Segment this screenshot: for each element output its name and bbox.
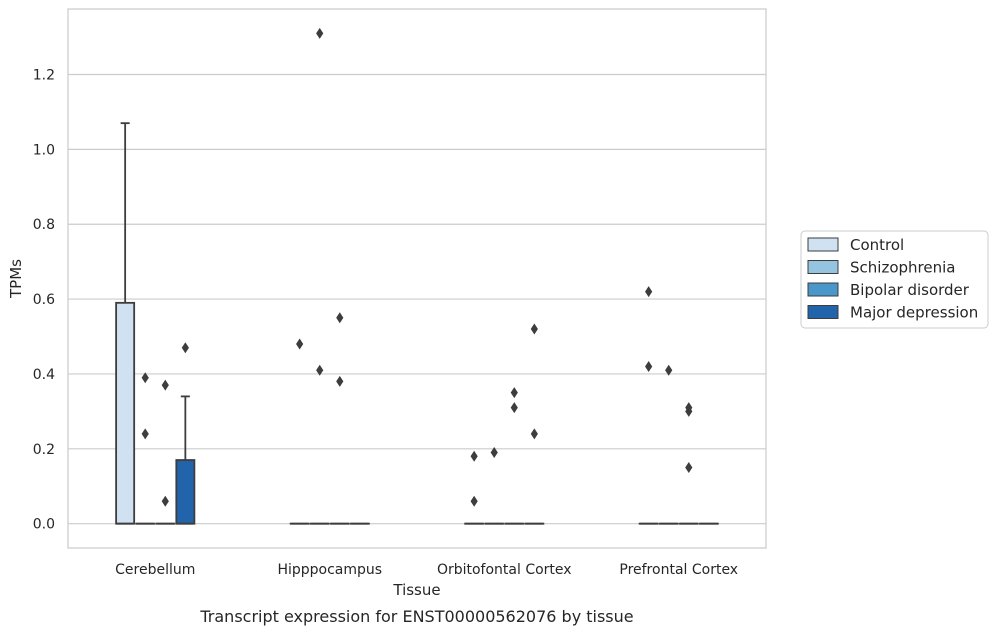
box-schizophrenia — [309, 27, 330, 525]
box-schizophrenia — [135, 372, 156, 525]
outlier-point — [470, 450, 478, 462]
outlier-point — [665, 364, 673, 376]
box-bipolar-disorder — [504, 387, 525, 525]
legend-swatch — [807, 305, 839, 319]
outlier-point — [316, 27, 324, 39]
box-bipolar-disorder — [329, 312, 350, 525]
outlier-point — [141, 428, 149, 440]
y-tick-label: 1.2 — [33, 68, 55, 84]
box-control — [115, 122, 136, 525]
x-tick-label: Cerebellum — [115, 562, 195, 578]
outlier-point — [316, 364, 324, 376]
legend-label: Schizophrenia — [850, 259, 955, 277]
box-control — [464, 450, 485, 525]
outlier-point — [336, 312, 344, 324]
legend-label: Major depression — [850, 304, 978, 322]
outlier-point — [685, 462, 693, 474]
box-bipolar-disorder — [155, 379, 176, 525]
outlier-point — [490, 447, 498, 459]
outlier-point — [645, 286, 653, 298]
outlier-point — [336, 375, 344, 387]
legend: Control Schizophrenia Bipolar disorder Majo… — [800, 230, 989, 329]
box-control — [289, 338, 310, 525]
outlier-point — [510, 402, 518, 414]
y-tick-label: 0.0 — [33, 517, 55, 533]
x-axis-label: Tissue — [392, 581, 440, 599]
chart-caption: Transcript expression for ENST0000056207… — [199, 607, 633, 626]
box-plot-boxes — [115, 27, 719, 525]
box — [115, 301, 136, 525]
box-schizophrenia — [658, 364, 679, 525]
outlier-point — [510, 387, 518, 399]
box-schizophrenia — [484, 447, 505, 525]
gridlines — [68, 73, 766, 525]
legend-frame — [800, 230, 989, 329]
legend-swatch — [807, 237, 839, 252]
outlier-point — [685, 405, 693, 417]
x-tick-label: Hipppocampus — [277, 562, 382, 578]
outlier-point — [161, 495, 169, 507]
y-axis-ticks: 0.0 0.2 0.4 0.6 0.8 1.0 1.2 — [33, 68, 55, 533]
box-bipolar-disorder — [678, 402, 699, 525]
y-tick-label: 0.6 — [33, 292, 55, 308]
plot-area-frame — [67, 8, 767, 549]
box-major-depression — [524, 323, 545, 525]
y-tick-label: 0.2 — [33, 442, 55, 458]
y-tick-label: 1.0 — [33, 142, 55, 158]
outlier-point — [530, 323, 538, 335]
y-axis-label: TPMs — [7, 259, 25, 299]
outlier-point — [181, 342, 189, 354]
outlier-point — [141, 372, 149, 384]
legend-label: Bipolar disorder — [850, 281, 970, 299]
box-control — [638, 286, 659, 525]
outlier-point — [530, 428, 538, 440]
x-tick-label: Prefrontal Cortex — [619, 562, 738, 578]
outlier-point — [645, 360, 653, 372]
outlier-point — [296, 338, 304, 350]
box — [175, 459, 196, 525]
legend-label: Control — [850, 236, 904, 254]
y-tick-label: 0.4 — [33, 367, 55, 383]
y-tick-label: 0.8 — [33, 217, 55, 233]
x-axis-ticks: Cerebellum Hipppocampus Orbitofontal Corte… — [115, 562, 738, 578]
legend-swatch — [807, 282, 839, 297]
x-tick-label: Orbitofontal Cortex — [437, 562, 572, 578]
outlier-point — [161, 379, 169, 391]
outlier-point — [470, 495, 478, 507]
legend-swatch — [807, 260, 839, 274]
box-major-depression — [175, 342, 196, 525]
